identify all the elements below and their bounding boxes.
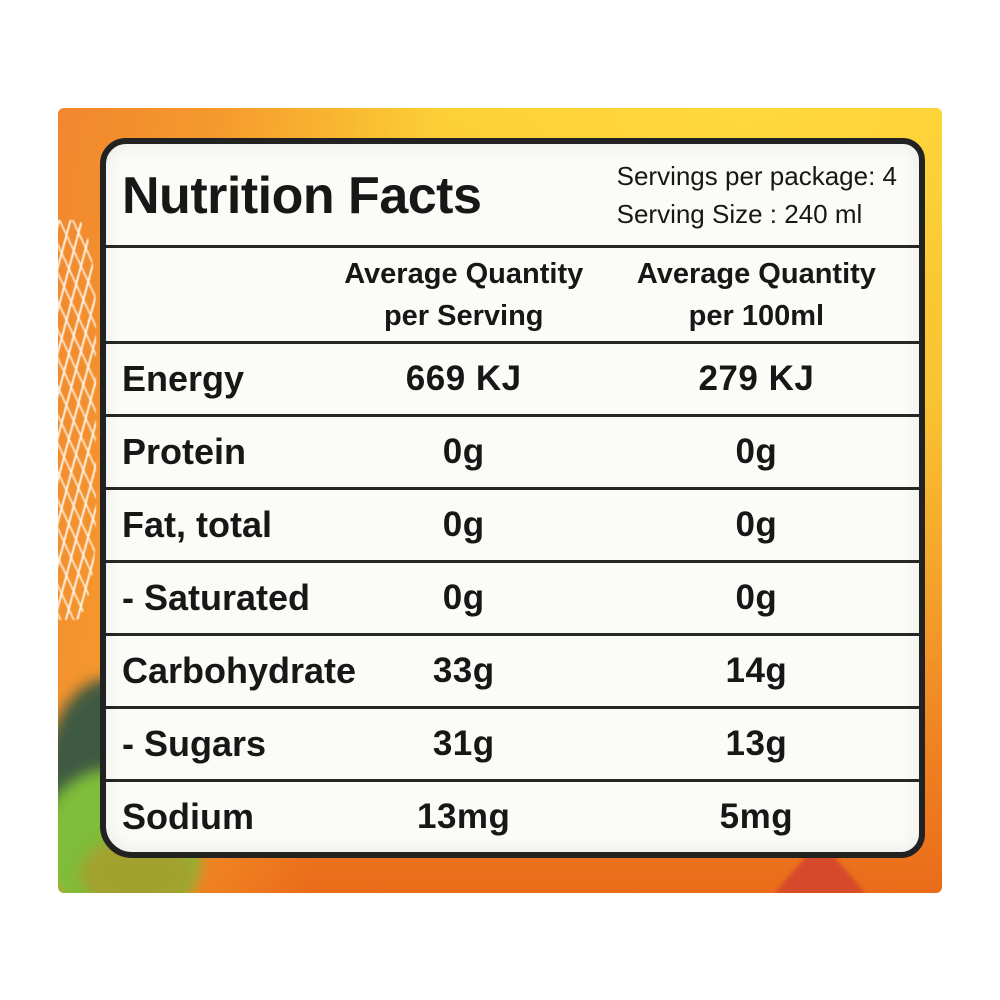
value-per-serving: 0g [442,505,485,544]
value-per-100ml: 279 KJ [698,359,815,398]
nutrient-row-energy: Energy 669 KJ 279 KJ [106,344,919,417]
column-header-line1: Average Quantity [636,257,876,290]
nutrient-name: Carbohydrate [122,650,357,691]
serving-info: Servings per package: 4 Serving Size : 2… [617,158,903,233]
nutrient-table: Energy 669 KJ 279 KJ Protein 0g 0g Fat, … [106,344,919,852]
nutrient-name: - Saturated [122,577,311,618]
column-header-line2: per Serving [383,299,544,332]
servings-per-package: Servings per package: 4 [616,160,897,191]
nutrient-name: Protein [122,431,247,472]
value-per-serving: 0g [442,578,485,617]
product-package: Nutrition Facts Servings per package: 4 … [58,108,942,893]
net-texture [58,220,96,620]
column-header-per-100ml: Average Quantity per 100ml [637,252,876,336]
value-per-serving: 13mg [417,797,511,836]
value-per-serving: 31g [432,724,495,763]
value-per-serving: 0g [442,432,485,471]
label-title: Nutrition Facts [122,166,482,225]
label-header: Nutrition Facts Servings per package: 4 … [106,144,919,248]
column-header-per-serving: Average Quantity per Serving [344,252,583,336]
value-per-100ml: 5mg [719,797,794,836]
nutrient-row-protein: Protein 0g 0g [106,417,919,490]
nutrient-row-carbohydrate: Carbohydrate 33g 14g [106,636,919,709]
value-per-100ml: 0g [735,578,778,617]
value-per-100ml: 0g [735,432,778,471]
nutrition-facts-label: Nutrition Facts Servings per package: 4 … [100,138,925,858]
value-per-100ml: 13g [725,724,788,763]
nutrient-row-fat-total: Fat, total 0g 0g [106,490,919,563]
serving-size: Serving Size : 240 ml [616,198,863,229]
value-per-100ml: 14g [725,651,788,690]
nutrient-name: Sodium [122,796,254,837]
value-per-100ml: 0g [735,505,778,544]
nutrient-row-sodium: Sodium 13mg 5mg [106,782,919,852]
value-per-serving: 669 KJ [405,359,522,398]
nutrient-name: Fat, total [122,504,272,545]
value-per-serving: 33g [432,651,495,690]
column-header-line2: per 100ml [688,299,825,332]
nutrient-name: Energy [122,358,245,399]
column-header-line1: Average Quantity [344,257,584,290]
nutrient-row-sugars: - Sugars 31g 13g [106,709,919,782]
nutrient-row-saturated: - Saturated 0g 0g [106,563,919,636]
column-headers: Average Quantity per Serving Average Qua… [106,248,919,344]
nutrient-name: - Sugars [122,723,267,764]
